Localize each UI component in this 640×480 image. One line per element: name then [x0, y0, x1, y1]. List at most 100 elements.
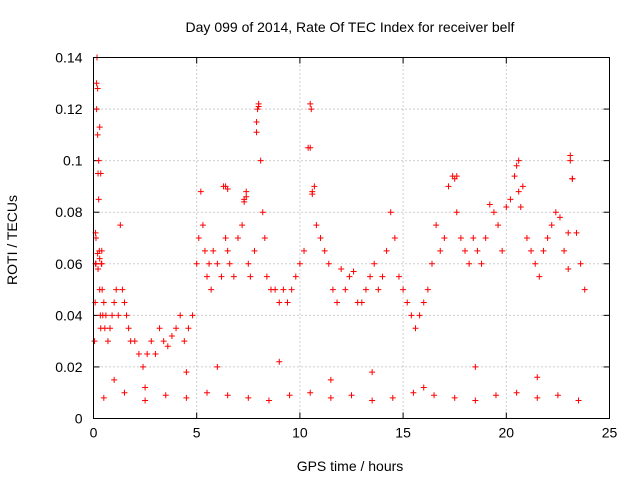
- data-point: [412, 325, 419, 332]
- x-tick-label: 25: [602, 425, 618, 441]
- data-point: [329, 286, 336, 293]
- data-point: [243, 188, 250, 195]
- data-point: [383, 247, 390, 254]
- data-point: [532, 260, 539, 267]
- data-point: [214, 363, 221, 370]
- data-point: [338, 265, 345, 272]
- data-point: [503, 204, 510, 211]
- data-point: [321, 247, 328, 254]
- data-point: [94, 250, 101, 257]
- data-point: [482, 235, 489, 241]
- x-tick-label: 20: [499, 425, 515, 441]
- data-point: [204, 273, 211, 280]
- data-point: [91, 338, 98, 345]
- data-point: [125, 325, 132, 332]
- data-point: [577, 260, 584, 267]
- data-point: [247, 273, 254, 280]
- data-point: [254, 106, 261, 113]
- y-tick-label: 0.04: [55, 307, 82, 323]
- data-point: [230, 273, 237, 280]
- data-point: [224, 392, 231, 399]
- data-point: [199, 222, 206, 229]
- data-point: [280, 286, 287, 293]
- data-point: [253, 118, 260, 125]
- data-point: [204, 389, 211, 396]
- data-point: [369, 369, 376, 376]
- data-point: [142, 397, 149, 404]
- data-point: [261, 235, 268, 241]
- data-point: [113, 286, 120, 293]
- data-point: [534, 394, 541, 401]
- data-point: [259, 209, 266, 216]
- y-tick-label: 0.02: [55, 359, 82, 375]
- data-point: [358, 299, 365, 306]
- data-point: [121, 389, 128, 396]
- data-point: [457, 235, 464, 241]
- data-point: [517, 204, 524, 211]
- data-point: [292, 273, 299, 280]
- data-point: [255, 103, 262, 110]
- data-point: [348, 392, 355, 399]
- data-point: [317, 235, 324, 241]
- data-point: [416, 312, 423, 319]
- data-point: [307, 100, 314, 107]
- data-point: [565, 229, 572, 236]
- data-point: [410, 389, 417, 396]
- data-point: [569, 175, 576, 182]
- data-point: [239, 222, 246, 229]
- data-point: [561, 247, 568, 254]
- data-point: [309, 191, 316, 198]
- data-point: [102, 312, 109, 319]
- data-point: [567, 157, 574, 164]
- data-points: [91, 54, 588, 404]
- data-point: [162, 392, 169, 399]
- data-point: [245, 394, 252, 401]
- data-point: [387, 209, 394, 216]
- data-point: [395, 273, 402, 280]
- data-point: [453, 173, 460, 180]
- data-point: [420, 299, 427, 306]
- data-point: [362, 286, 369, 293]
- data-point: [308, 106, 315, 113]
- x-tick-label: 10: [292, 425, 308, 441]
- data-point: [210, 247, 217, 254]
- data-point: [379, 273, 386, 280]
- plot-frame: [93, 57, 610, 419]
- data-point: [148, 338, 155, 345]
- data-point: [183, 369, 190, 376]
- data-point: [95, 196, 102, 203]
- data-point: [424, 286, 431, 293]
- data-point: [284, 299, 291, 306]
- data-point: [115, 312, 122, 319]
- data-point: [573, 229, 580, 236]
- data-point: [567, 152, 574, 159]
- data-point: [486, 201, 493, 208]
- data-point: [391, 235, 398, 241]
- data-point: [177, 312, 184, 319]
- data-point: [371, 260, 378, 267]
- data-point: [94, 131, 101, 138]
- data-point: [131, 338, 138, 345]
- data-point: [307, 389, 314, 396]
- data-point: [389, 394, 396, 401]
- data-point: [445, 183, 452, 190]
- data-point: [474, 247, 481, 254]
- data-point: [428, 260, 435, 267]
- data-point: [311, 183, 318, 190]
- data-point: [346, 273, 353, 280]
- data-point: [185, 325, 192, 332]
- data-point: [507, 196, 514, 203]
- data-point: [208, 286, 215, 293]
- data-point: [478, 260, 485, 267]
- data-point: [431, 392, 438, 399]
- data-point: [263, 273, 270, 280]
- data-point: [499, 247, 506, 254]
- data-point: [554, 392, 561, 399]
- data-point: [156, 325, 163, 332]
- grid: [93, 57, 610, 419]
- data-point: [536, 273, 543, 280]
- data-point: [100, 299, 107, 306]
- data-point: [286, 392, 293, 399]
- data-point: [251, 247, 258, 254]
- data-point: [193, 260, 200, 267]
